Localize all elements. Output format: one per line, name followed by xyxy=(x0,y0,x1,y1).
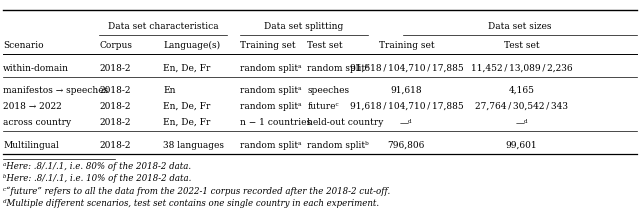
Text: ᵃHere: .8/.1/.1, i.e. 80% of the 2018-2 data.: ᵃHere: .8/.1/.1, i.e. 80% of the 2018-2 … xyxy=(3,161,191,171)
Text: 91,618: 91,618 xyxy=(390,85,422,95)
Text: manifestos → speeches: manifestos → speeches xyxy=(3,85,108,95)
Text: within-domain: within-domain xyxy=(3,64,69,73)
Text: ᵈMultiple different scenarios, test set contains one single country in each expe: ᵈMultiple different scenarios, test set … xyxy=(3,199,380,208)
Text: held-out country: held-out country xyxy=(307,118,383,127)
Text: 2018-2: 2018-2 xyxy=(99,85,131,95)
Text: 796,806: 796,806 xyxy=(388,141,425,150)
Text: futureᶜ: futureᶜ xyxy=(307,102,339,111)
Text: 4,165: 4,165 xyxy=(509,85,534,95)
Text: random splitᵃ: random splitᵃ xyxy=(240,141,301,150)
Text: ᵇHere: .8/.1/.1, i.e. 10% of the 2018-2 data.: ᵇHere: .8/.1/.1, i.e. 10% of the 2018-2 … xyxy=(3,174,191,183)
Text: Data set splitting: Data set splitting xyxy=(264,21,344,31)
Text: Test set: Test set xyxy=(504,41,540,50)
Text: 99,601: 99,601 xyxy=(506,141,538,150)
Text: n − 1 countries: n − 1 countries xyxy=(240,118,311,127)
Text: 2018 → 2022: 2018 → 2022 xyxy=(3,102,62,111)
Text: En, De, Fr: En, De, Fr xyxy=(163,64,211,73)
Text: Language(s): Language(s) xyxy=(163,41,220,50)
Text: ᶜ“future” refers to all the data from the 2022-1 corpus recorded after the 2018-: ᶜ“future” refers to all the data from th… xyxy=(3,187,390,196)
Text: Corpus: Corpus xyxy=(99,41,132,50)
Text: 2018-2: 2018-2 xyxy=(99,141,131,150)
Text: random splitᵇ: random splitᵇ xyxy=(307,141,369,150)
Text: En, De, Fr: En, De, Fr xyxy=(163,118,211,127)
Text: Scenario: Scenario xyxy=(3,41,44,50)
Text: 27,764 / 30,542 / 343: 27,764 / 30,542 / 343 xyxy=(475,102,568,111)
Text: 91,618 / 104,710 / 17,885: 91,618 / 104,710 / 17,885 xyxy=(349,102,463,111)
Text: random splitᵇ: random splitᵇ xyxy=(307,64,369,73)
Text: Data set characteristica: Data set characteristica xyxy=(108,21,218,31)
Text: random splitᵃ: random splitᵃ xyxy=(240,64,301,73)
Text: —ᵈ: —ᵈ xyxy=(515,118,528,127)
Text: En, De, Fr: En, De, Fr xyxy=(163,102,211,111)
Text: across country: across country xyxy=(3,118,71,127)
Text: 2018-2: 2018-2 xyxy=(99,64,131,73)
Text: Data set sizes: Data set sizes xyxy=(488,21,552,31)
Text: 11,452 / 13,089 / 2,236: 11,452 / 13,089 / 2,236 xyxy=(471,64,572,73)
Text: 38 languages: 38 languages xyxy=(163,141,224,150)
Text: Training set: Training set xyxy=(379,41,434,50)
Text: speeches: speeches xyxy=(307,85,349,95)
Text: random splitᵃ: random splitᵃ xyxy=(240,85,301,95)
Text: random splitᵃ: random splitᵃ xyxy=(240,102,301,111)
Text: 2018-2: 2018-2 xyxy=(99,102,131,111)
Text: Training set: Training set xyxy=(240,41,296,50)
Text: Multilingual: Multilingual xyxy=(3,141,59,150)
Text: 2018-2: 2018-2 xyxy=(99,118,131,127)
Text: En: En xyxy=(163,85,176,95)
Text: —ᵈ: —ᵈ xyxy=(400,118,413,127)
Text: 91,618 / 104,710 / 17,885: 91,618 / 104,710 / 17,885 xyxy=(349,64,463,73)
Text: Test set: Test set xyxy=(307,41,343,50)
